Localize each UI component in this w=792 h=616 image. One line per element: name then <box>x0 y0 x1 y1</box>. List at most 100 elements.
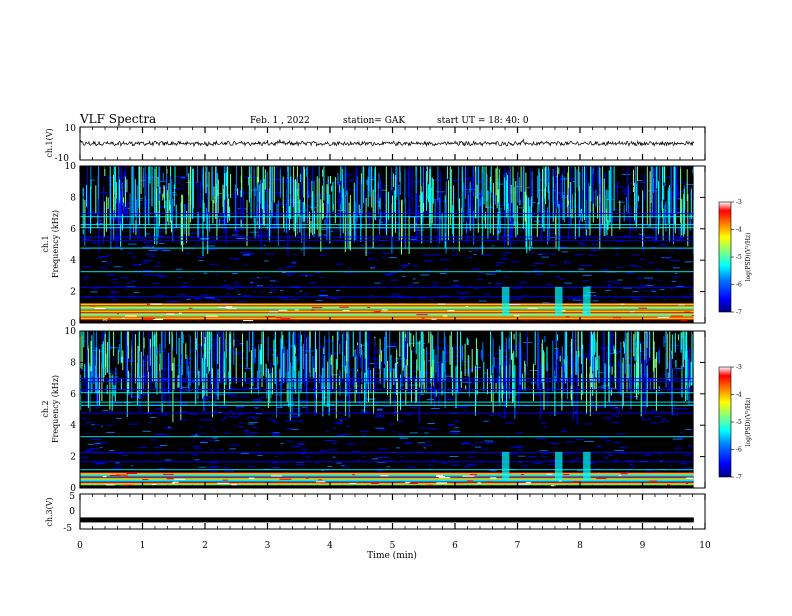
ch2-speckle <box>489 469 497 471</box>
ch2-burst-streak <box>403 331 405 368</box>
ch1-burst-streak <box>184 204 186 234</box>
ch2-burst-streak <box>512 371 514 388</box>
ch2-burst-streak <box>433 349 435 387</box>
ch2-burst-streak <box>84 363 86 379</box>
ch2-speckle <box>377 429 387 431</box>
ch1-burst-streak <box>655 185 657 241</box>
ch2-low-band-row <box>80 484 694 486</box>
ch2-speckle <box>178 391 186 393</box>
ch1-speckle <box>690 199 697 200</box>
ch1-burst-streak <box>274 212 276 231</box>
ch1-burst-streak <box>592 191 594 223</box>
ch2-speckle <box>271 432 274 434</box>
ch1-speckle <box>321 248 331 250</box>
ch1-burst-streak <box>562 194 564 220</box>
ch2-speckle <box>440 341 446 343</box>
ch2-low-band-spot <box>467 480 474 482</box>
ch1-speckle <box>416 232 422 234</box>
ch1-cbtick-label--7: -7 <box>736 309 742 316</box>
ch2-burst-streak <box>419 340 421 388</box>
ch1-speckle <box>299 290 303 292</box>
ch1-speckle <box>106 179 109 181</box>
ch2-speckle <box>540 409 544 411</box>
ch2-burst-streak <box>291 365 293 415</box>
ch1-burst-streak <box>557 200 559 208</box>
ch2-frequency-label: Frequency (kHz) <box>51 375 60 443</box>
ch1-burst-streak <box>662 166 663 218</box>
ch2-burst-streak <box>300 334 302 342</box>
ch2-burst-streak <box>482 342 484 363</box>
ch2-speckle <box>492 470 496 472</box>
ch1-speckle <box>160 249 168 251</box>
ch2-speckle <box>560 400 567 402</box>
ch2-speckle <box>223 467 230 469</box>
ch1-burst-streak <box>327 203 329 235</box>
ch2-burst-streak <box>575 331 577 365</box>
ch2-speckle <box>630 382 637 384</box>
ch1-burst-streak <box>239 188 241 226</box>
ch2-speckle <box>337 342 346 344</box>
ch1-burst-streak <box>653 167 655 217</box>
ch2-speckle <box>93 428 96 430</box>
ch2-burst-streak <box>341 331 343 352</box>
ch1-speckle <box>676 228 681 230</box>
ch2-burst-streak <box>346 334 348 374</box>
ch1-burst-streak <box>162 172 164 181</box>
ch2-speckle <box>448 425 452 426</box>
ch1-speckle <box>179 204 189 206</box>
ch2-burst-streak <box>125 331 127 376</box>
ch1-burst-streak <box>212 200 214 224</box>
ch2-low-band-spot <box>305 477 309 479</box>
ch2-speckle <box>210 466 220 468</box>
ch1-speckle <box>159 231 164 233</box>
ch2-speckle <box>328 377 333 379</box>
ch2-burst-streak <box>204 343 205 378</box>
ch2-speckle <box>423 447 427 449</box>
ch2-speckle <box>377 461 386 463</box>
ch2-speckle <box>670 345 677 347</box>
ch2-burst-streak <box>306 356 308 391</box>
ch2-low-band-spot <box>316 481 326 483</box>
ch1-burst-streak <box>202 166 204 189</box>
ch2-speckle <box>259 396 265 398</box>
ch1-speckle <box>532 265 536 267</box>
ch1-speckle <box>645 225 648 227</box>
ch2-burst-streak <box>626 332 628 392</box>
ch2-speckle <box>625 460 634 462</box>
ch1-speckle <box>378 244 383 246</box>
ch1-burst-streak <box>114 166 116 218</box>
ch2-burst-streak <box>642 360 644 421</box>
ch2-speckle <box>112 359 115 361</box>
ch2-burst-streak <box>615 331 617 389</box>
ch1-low-band-row <box>80 314 694 316</box>
ch2-burst-streak <box>513 333 515 340</box>
ch1-burst-streak <box>342 188 344 233</box>
ch2-speckle <box>643 358 651 360</box>
ch2-speckle <box>253 417 258 419</box>
ch1-burst-streak <box>437 166 439 209</box>
ch1-speckle <box>148 177 154 179</box>
ch2-speckle <box>375 383 384 385</box>
ch1-low-band-spot <box>565 316 570 318</box>
ch2-burst-streak <box>570 374 572 387</box>
ch2-burst-streak <box>404 337 406 383</box>
ch1-speckle <box>418 297 427 299</box>
ch2-speckle <box>460 406 469 408</box>
ch2-line-6.3 <box>80 389 694 391</box>
x-axis-tick-labels: 0 1 2 3 4 5 6 7 8 9 10 <box>77 541 711 551</box>
ch2-speckle <box>289 441 294 443</box>
ch1-speckle <box>177 182 180 184</box>
ch2-speckle <box>652 471 662 473</box>
ch1-speckle <box>204 297 215 299</box>
ch2-burst-streak <box>305 353 307 382</box>
ch1-speckle <box>639 259 646 261</box>
ch1-speckle <box>488 282 491 284</box>
ch1-burst-streak <box>123 171 125 196</box>
ch2-speckle <box>109 382 117 384</box>
ch2-speckle <box>595 406 606 408</box>
ch1-burst-streak <box>428 184 430 203</box>
ch1-speckle <box>316 193 325 195</box>
ch2-speckle <box>272 432 280 434</box>
ch1-low-band-row <box>80 319 694 321</box>
ch2-burst-streak <box>308 336 310 354</box>
